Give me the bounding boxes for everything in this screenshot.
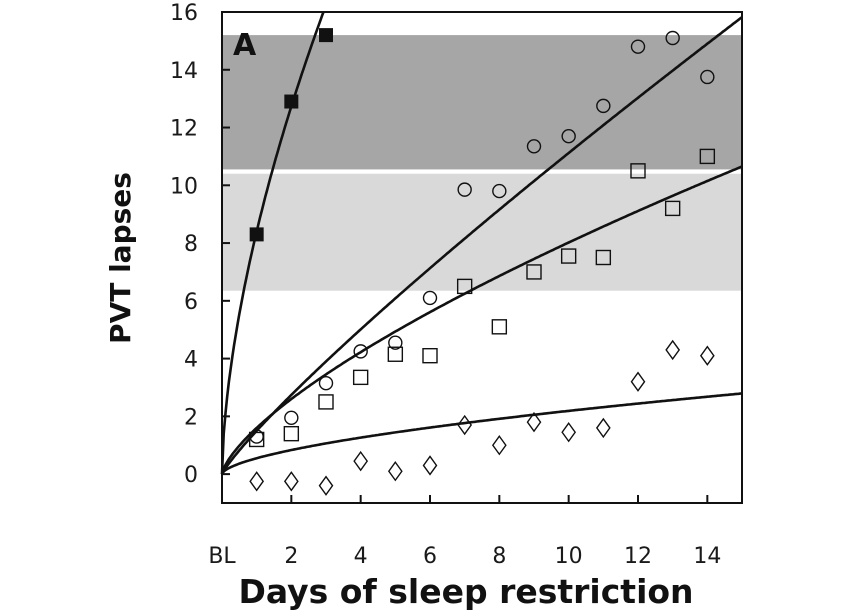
open-square-point-day-4	[352, 369, 369, 386]
open-square-point-day-7	[456, 278, 473, 295]
open-circle-point-day-13	[665, 30, 680, 46]
x-axis-title: Days of sleep restriction	[238, 572, 693, 611]
open-square-point-day-13	[664, 200, 681, 217]
y-tick-label-6: 6	[184, 290, 198, 315]
y-tick-label-8: 8	[184, 232, 198, 257]
open-square-point-day-3	[318, 394, 334, 410]
open-diamond-point-day-6	[422, 455, 438, 476]
y-tick-label-16: 16	[170, 1, 198, 26]
x-tick-label-8: 8	[492, 544, 506, 569]
filled-square-point-day-3	[319, 28, 333, 43]
y-axis-ticks: 0 2 4 6 8 10 12 14 16	[170, 1, 230, 488]
x-tick-label-BL: BL	[208, 544, 236, 569]
open-circle-point-day-7	[457, 182, 472, 197]
y-tick-label-14: 14	[170, 59, 198, 84]
filled-square-point-day-2	[284, 94, 299, 109]
fit-curve-filled-square	[220, 11, 325, 475]
open-square-point-day-8	[491, 319, 508, 335]
open-diamond-point-day-8	[491, 435, 507, 456]
open-diamond-point-day-1	[249, 471, 265, 492]
fit-curve-open-square	[220, 165, 743, 475]
open-circle-point-day-4	[353, 344, 368, 359]
open-diamond-point-day-2	[283, 471, 299, 492]
y-tick-label-4: 4	[184, 348, 198, 373]
fit-curves	[220, 11, 743, 475]
open-square-point-day-11	[595, 249, 612, 266]
open-circle-point-day-2	[284, 410, 299, 425]
open-circle-point-day-11	[596, 98, 611, 114]
open-diamond-point-day-5	[387, 461, 403, 482]
x-axis-ticks: BL 2 4 6 8 10 12 14	[208, 495, 721, 569]
x-tick-label-4: 4	[354, 544, 368, 569]
threshold-bands	[222, 35, 742, 291]
x-tick-label-12: 12	[624, 544, 652, 569]
open-circle-point-day-10	[561, 128, 576, 144]
open-square-point-day-1	[248, 431, 265, 448]
open-diamond-point-day-13	[665, 339, 681, 361]
open-square-point-day-5	[387, 346, 404, 362]
threshold-band-1	[222, 35, 742, 170]
y-tick-label-2: 2	[184, 405, 198, 430]
y-tick-label-12: 12	[170, 117, 198, 142]
x-tick-label-10: 10	[555, 544, 583, 569]
open-diamond-point-day-3	[318, 475, 334, 496]
plot-frame	[221, 11, 743, 504]
open-circle-point-day-14	[700, 69, 715, 85]
y-tick-label-10: 10	[170, 174, 198, 199]
open-square-point-day-14	[699, 148, 716, 165]
open-diamond-point-day-7	[457, 414, 473, 436]
open-circle-point-day-8	[492, 183, 507, 199]
filled-square-point-day-1	[249, 227, 264, 242]
open-circle-point-day-9	[526, 139, 542, 154]
y-axis-title: PVT lapses	[104, 172, 137, 344]
open-square-point-day-2	[283, 425, 300, 442]
open-diamond-point-day-4	[353, 450, 369, 472]
open-square-point-day-9	[526, 264, 542, 280]
x-tick-label-14: 14	[693, 544, 721, 569]
open-square-point-day-10	[560, 248, 577, 264]
fit-curve-open-circle	[220, 16, 743, 475]
x-tick-label-2: 2	[284, 544, 298, 569]
open-diamond-point-day-9	[526, 411, 542, 433]
data-points	[248, 28, 716, 496]
panel-label: A	[233, 28, 257, 63]
fit-curve-open-diamond	[220, 392, 743, 475]
threshold-band-2	[222, 173, 742, 291]
open-circle-point-day-6	[422, 290, 438, 306]
open-circle-point-day-12	[630, 39, 646, 54]
open-square-point-day-12	[630, 163, 646, 179]
open-square-point-day-6	[422, 348, 438, 364]
x-tick-label-6: 6	[423, 544, 437, 569]
open-circle-point-day-3	[318, 375, 334, 391]
open-diamond-point-day-14	[699, 345, 715, 366]
open-diamond-point-day-10	[561, 422, 577, 443]
open-diamond-point-day-12	[630, 371, 646, 392]
open-diamond-point-day-11	[595, 417, 611, 439]
open-circle-point-day-5	[388, 335, 403, 350]
y-tick-label-0: 0	[184, 463, 198, 488]
